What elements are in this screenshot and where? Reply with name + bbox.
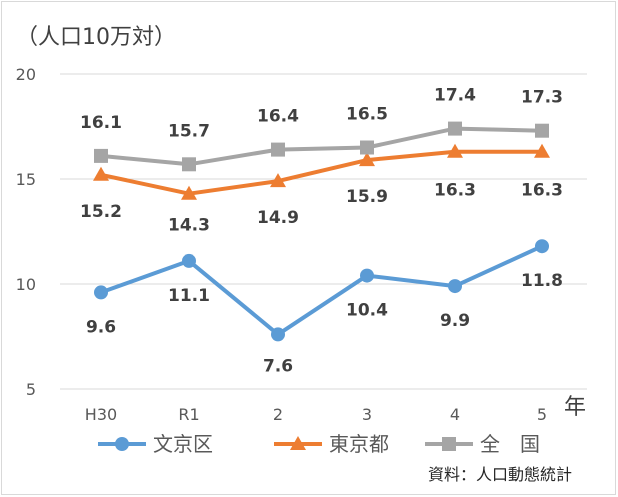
x-tick-label: 4 [450,405,460,424]
x-axis: H30 R1 2 3 4 5 [85,405,547,424]
x-tick-label: 3 [362,405,372,424]
y-tick-label: 10 [16,275,36,294]
point-tokyo [359,152,375,167]
x-tick-label: 5 [537,405,547,424]
x-tick-label: 2 [273,405,283,424]
legend-marker-bunkyo [115,437,129,451]
data-label-bunkyo: 11.1 [168,286,210,306]
point-bunkyo [448,279,462,294]
point-tokyo [181,185,197,200]
series-line-bunkyo [100,244,543,337]
data-label-national: 16.1 [80,113,122,133]
series-group [93,121,550,342]
x-tick-label: R1 [178,405,199,424]
legend-marker-national [442,437,456,451]
y-tick-label: 15 [16,170,36,189]
data-label-tokyo: 15.9 [346,187,388,207]
legend-label-bunkyo: 文京区 [153,432,213,456]
point-national [182,157,196,172]
data-label-bunkyo: 9.9 [440,311,470,331]
source-note: 資料：人口動態統計 [428,465,572,484]
data-label-bunkyo: 11.8 [521,271,563,291]
y-tick-label: 5 [26,380,36,399]
point-national [94,148,108,163]
legend-label-national: 全 国 [480,432,540,456]
point-tokyo [447,143,463,158]
legend: 文京区 東京都 全 国 [98,432,540,456]
y-axis: 5 10 15 20 [16,65,36,399]
data-label-tokyo: 14.3 [168,216,210,236]
series-line-national [100,126,543,167]
data-label-tokyo: 16.3 [434,181,476,201]
point-bunkyo [182,253,196,268]
data-label-tokyo: 14.9 [257,208,299,228]
point-national [535,123,549,138]
point-tokyo [93,166,109,181]
data-label-tokyo: 15.2 [80,202,122,222]
point-national [360,140,374,155]
point-national [271,142,285,157]
point-tokyo [534,143,550,158]
point-bunkyo [94,285,108,300]
data-label-national: 17.4 [434,86,476,106]
legend-marker-tokyo [290,436,306,450]
x-axis-suffix: 年 [564,395,586,420]
point-bunkyo [360,268,374,283]
series-line-tokyo [100,149,542,196]
data-labels: 9.6 11.1 7.6 10.4 9.9 11.8 15.2 14.3 14.9 15.9 16.… [80,86,563,377]
data-label-bunkyo: 9.6 [86,317,116,337]
unit-label: （人口10万対） [16,25,176,50]
point-bunkyo [535,239,549,254]
data-label-tokyo: 16.3 [521,181,563,201]
grid-lines [60,73,587,390]
point-national [448,121,462,136]
data-label-bunkyo: 7.6 [263,356,293,376]
data-label-national: 15.7 [168,121,210,141]
legend-label-tokyo: 東京都 [329,432,389,456]
point-tokyo [270,173,286,188]
data-label-bunkyo: 10.4 [346,301,388,321]
data-label-national: 16.5 [346,105,388,125]
x-tick-label: H30 [85,405,117,424]
point-bunkyo [271,327,285,342]
data-label-national: 16.4 [257,107,299,127]
data-label-national: 17.3 [521,88,563,108]
y-tick-label: 20 [16,65,36,84]
